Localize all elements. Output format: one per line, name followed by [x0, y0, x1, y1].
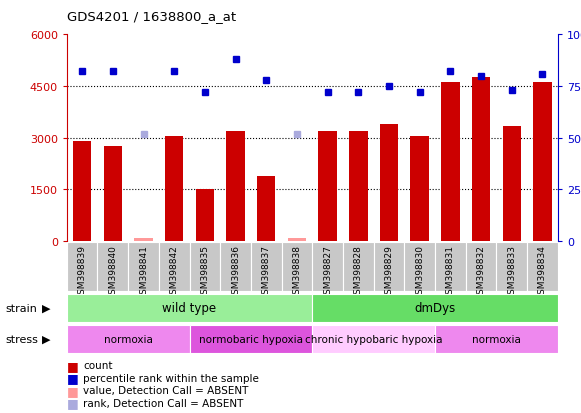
Text: normoxia: normoxia	[472, 334, 521, 344]
Bar	[73, 142, 91, 242]
Bar	[103, 147, 122, 242]
Text: GSM398829: GSM398829	[385, 245, 393, 299]
Text: dmDys: dmDys	[414, 301, 456, 315]
Bar	[404, 242, 435, 291]
Text: wild type: wild type	[163, 301, 217, 315]
Bar	[257, 176, 275, 242]
Bar	[533, 83, 551, 242]
Bar	[159, 242, 189, 291]
Bar	[227, 131, 245, 242]
Bar	[196, 190, 214, 242]
Bar	[128, 242, 159, 291]
Text: GSM398840: GSM398840	[108, 245, 117, 299]
Text: ▶: ▶	[42, 303, 51, 313]
Text: normobaric hypoxia: normobaric hypoxia	[199, 334, 303, 344]
Text: rank, Detection Call = ABSENT: rank, Detection Call = ABSENT	[83, 398, 243, 408]
Bar	[220, 242, 251, 291]
Bar	[435, 242, 466, 291]
Text: GSM398837: GSM398837	[262, 245, 271, 300]
Bar	[313, 294, 558, 322]
Bar	[374, 242, 404, 291]
Text: GSM398842: GSM398842	[170, 245, 179, 299]
Text: GSM398835: GSM398835	[200, 245, 209, 300]
Bar	[67, 325, 189, 353]
Bar	[67, 242, 98, 291]
Text: GSM398831: GSM398831	[446, 245, 455, 300]
Bar	[496, 242, 527, 291]
Text: GSM398836: GSM398836	[231, 245, 240, 300]
Bar	[343, 242, 374, 291]
Bar	[527, 242, 558, 291]
Bar	[165, 137, 184, 242]
Bar	[380, 125, 398, 242]
Text: GSM398841: GSM398841	[139, 245, 148, 299]
Bar	[410, 137, 429, 242]
Bar	[313, 242, 343, 291]
Text: GDS4201 / 1638800_a_at: GDS4201 / 1638800_a_at	[67, 10, 236, 23]
Text: stress: stress	[6, 334, 39, 344]
Bar	[288, 238, 306, 242]
Bar	[466, 242, 496, 291]
Bar	[503, 126, 521, 242]
Bar	[441, 83, 460, 242]
Text: count: count	[83, 361, 113, 370]
Bar	[189, 325, 313, 353]
Text: ■: ■	[67, 396, 78, 409]
Text: ▶: ▶	[42, 334, 51, 344]
Text: percentile rank within the sample: percentile rank within the sample	[83, 373, 259, 383]
Text: GSM398834: GSM398834	[538, 245, 547, 299]
Text: ■: ■	[67, 384, 78, 397]
Bar	[282, 242, 313, 291]
Text: GSM398828: GSM398828	[354, 245, 363, 299]
Text: strain: strain	[6, 303, 38, 313]
Text: GSM398832: GSM398832	[476, 245, 486, 299]
Text: normoxia: normoxia	[104, 334, 153, 344]
Text: ■: ■	[67, 359, 78, 372]
Text: GSM398830: GSM398830	[415, 245, 424, 300]
Bar	[251, 242, 282, 291]
Bar	[67, 294, 313, 322]
Bar	[134, 238, 153, 242]
Bar	[472, 78, 490, 242]
Text: GSM398838: GSM398838	[292, 245, 302, 300]
Bar	[189, 242, 220, 291]
Text: ■: ■	[67, 371, 78, 385]
Text: GSM398833: GSM398833	[507, 245, 517, 300]
Bar	[349, 131, 368, 242]
Bar	[318, 131, 337, 242]
Text: GSM398827: GSM398827	[323, 245, 332, 299]
Text: chronic hypobaric hypoxia: chronic hypobaric hypoxia	[305, 334, 442, 344]
Bar	[313, 325, 435, 353]
Bar	[435, 325, 558, 353]
Text: value, Detection Call = ABSENT: value, Detection Call = ABSENT	[83, 385, 249, 395]
Bar	[98, 242, 128, 291]
Text: GSM398839: GSM398839	[78, 245, 87, 300]
